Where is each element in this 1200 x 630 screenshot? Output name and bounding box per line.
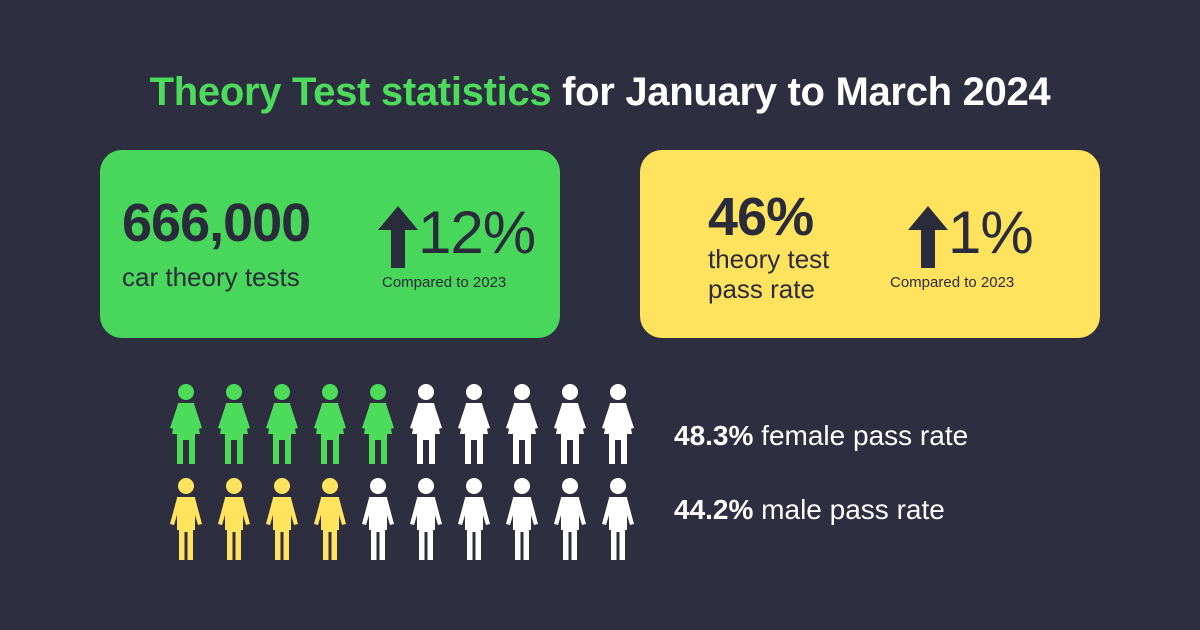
male-pictogram-row [164,478,644,568]
female-pass-rate-stat: 48.3% female pass rate [674,420,968,452]
tests-count-number: 666,000 [122,193,311,253]
pass-rate-card: 46% theory test pass rate 1% Compared to… [640,150,1100,338]
page-title: Theory Test statistics for January to Ma… [0,70,1200,115]
male-person-filled-icon [266,478,298,560]
tests-count-card: 666,000 car theory tests 12% Compared to… [100,150,560,338]
female-person-empty-icon [458,384,490,464]
female-person-filled-icon [362,384,394,464]
female-person-empty-icon [410,384,442,464]
male-pass-rate-stat: 44.2% male pass rate [674,494,945,526]
female-pictogram-row [164,384,644,474]
female-person-filled-icon [218,384,250,464]
pass-rate-label-line2: pass rate [708,274,815,304]
female-person-filled-icon [266,384,298,464]
female-person-empty-icon [554,384,586,464]
female-person-empty-icon [602,384,634,464]
pass-rate-number: 46% [708,187,814,247]
female-person-filled-icon [314,384,346,464]
male-person-empty-icon [554,478,586,560]
female-pass-rate-text: female pass rate [753,420,969,451]
male-pass-rate-value: 44.2% [674,494,754,525]
male-person-empty-icon [410,478,442,560]
male-pass-rate-text: male pass rate [753,494,945,525]
up-arrow-icon [378,206,418,268]
male-person-empty-icon [362,478,394,560]
male-person-filled-icon [170,478,202,560]
pass-rate-change-percent: 1% [948,199,1034,266]
tests-change-note: Compared to 2023 [382,274,507,291]
male-person-filled-icon [218,478,250,560]
male-person-empty-icon [506,478,538,560]
title-rest: for January to March 2024 [551,70,1051,114]
up-arrow-icon [908,206,948,268]
pass-rate-change-note: Compared to 2023 [890,274,1015,291]
female-person-empty-icon [506,384,538,464]
title-highlight: Theory Test statistics [149,70,552,114]
female-person-filled-icon [170,384,202,464]
pass-rate-label-line1: theory test [708,244,830,274]
tests-change-percent: 12% [418,199,536,266]
tests-count-label: car theory tests [122,262,300,292]
female-pass-rate-value: 48.3% [674,420,754,451]
male-person-filled-icon [314,478,346,560]
male-person-empty-icon [458,478,490,560]
male-person-empty-icon [602,478,634,560]
